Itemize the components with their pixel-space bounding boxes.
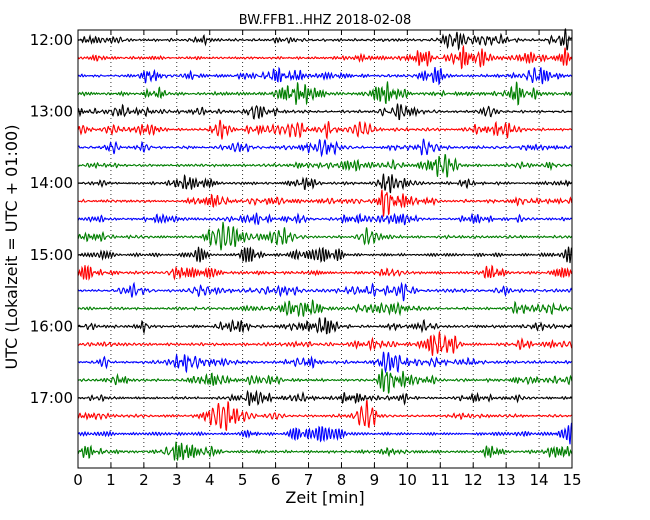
seismic-trace	[77, 81, 573, 106]
seismic-trace	[77, 399, 573, 432]
y-tick-label: 17:00	[30, 389, 73, 407]
plot-frame	[77, 29, 573, 469]
y-axis: 12:00 13:00 14:00 15:00 16:00 17:00	[30, 31, 572, 407]
seismic-trace	[77, 44, 573, 70]
x-axis: 0 1 2 3 4 5 6 7 8 9 10 11 12 13 14 15	[73, 30, 582, 489]
seismic-trace	[77, 66, 573, 86]
y-tick-label: 14:00	[30, 174, 73, 192]
x-tick-label: 14	[530, 471, 549, 489]
seismic-trace	[77, 441, 573, 461]
seismic-trace	[77, 138, 573, 158]
x-tick-label: 7	[304, 471, 314, 489]
x-tick-label: 0	[73, 471, 83, 489]
y-axis-label: UTC (Lokalzeit = UTC + 01:00)	[2, 125, 21, 370]
seismic-trace	[77, 317, 573, 335]
seismic-trace	[77, 173, 573, 194]
seismic-trace	[77, 281, 573, 302]
y-tick-label: 16:00	[30, 317, 73, 335]
chart-title: BW.FFB1..HHZ 2018-02-08	[239, 13, 412, 28]
x-tick-label: 6	[271, 471, 281, 489]
seismic-trace	[77, 221, 573, 251]
x-tick-label: 10	[398, 471, 417, 489]
seismic-trace	[77, 119, 573, 140]
x-tick-label: 3	[172, 471, 182, 489]
x-tick-label: 11	[431, 471, 450, 489]
x-tick-label: 5	[238, 471, 248, 489]
y-tick-label: 15:00	[30, 246, 73, 264]
x-tick-label: 8	[337, 471, 347, 489]
seismic-trace	[77, 422, 573, 445]
seismic-trace	[77, 298, 573, 318]
seismic-trace	[77, 389, 573, 407]
seismic-trace	[77, 103, 573, 121]
y-tick-label: 12:00	[30, 31, 73, 49]
seismic-trace	[77, 351, 573, 374]
seismic-trace	[77, 154, 573, 178]
seismic-trace	[77, 212, 573, 226]
trace-layer	[77, 28, 573, 461]
seismic-trace	[77, 368, 573, 394]
x-tick-label: 15	[562, 471, 581, 489]
x-tick-label: 9	[370, 471, 380, 489]
x-tick-label: 1	[106, 471, 116, 489]
seismic-trace	[78, 28, 573, 51]
seismic-trace	[77, 189, 573, 217]
x-tick-label: 12	[464, 471, 483, 489]
seismic-trace	[77, 331, 573, 356]
seismic-trace	[77, 264, 573, 281]
y-tick-label: 13:00	[30, 103, 73, 121]
x-tick-label: 2	[139, 471, 149, 489]
x-axis-label: Zeit [min]	[285, 488, 364, 507]
seismic-trace	[77, 246, 573, 264]
x-tick-label: 4	[205, 471, 215, 489]
x-tick-label: 13	[497, 471, 516, 489]
